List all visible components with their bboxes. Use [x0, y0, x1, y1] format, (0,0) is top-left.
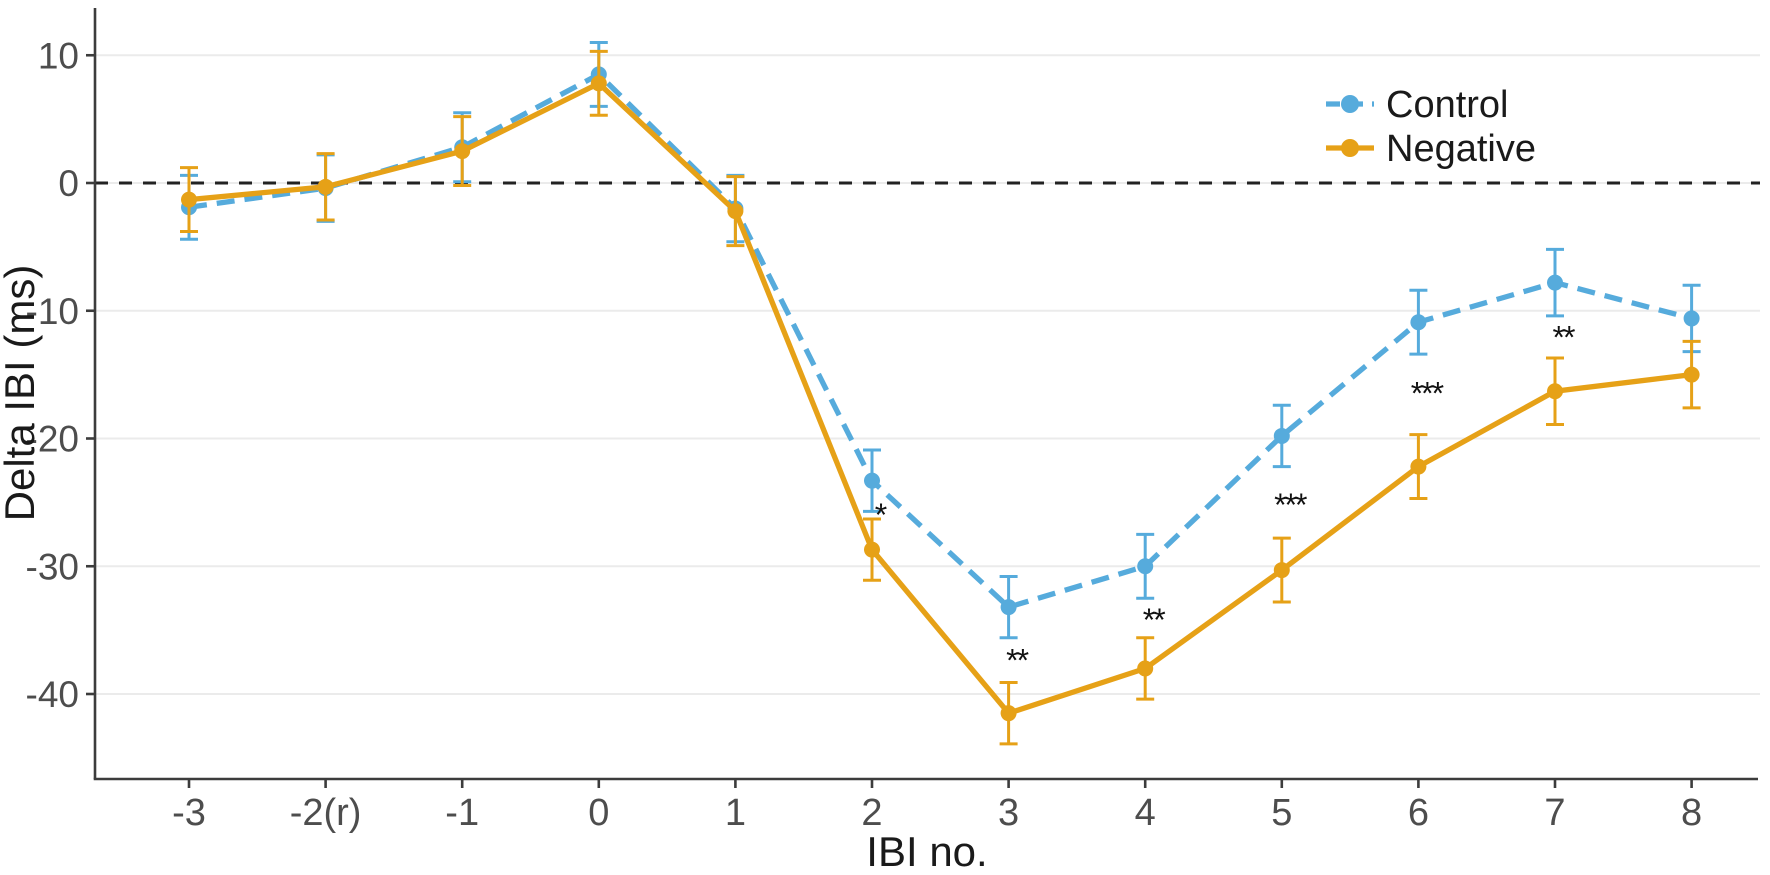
y-axis-title: Delta IBI (ms) [0, 265, 43, 522]
x-axis-title: IBI no. [866, 828, 987, 875]
x-tick-label: 7 [1544, 792, 1565, 834]
data-point [864, 472, 880, 489]
data-point [1410, 314, 1427, 331]
data-point [1410, 458, 1427, 475]
significance-marker: ** [1553, 319, 1575, 355]
x-tick-label: 4 [1135, 792, 1156, 834]
data-point [454, 143, 471, 160]
series-line-control [188, 71, 1693, 611]
y-tick-label: -30 [26, 546, 79, 587]
data-point [1137, 558, 1154, 575]
significance-marker: *** [1274, 487, 1307, 523]
data-point [864, 541, 880, 558]
data-point [1000, 705, 1017, 722]
significance-marker: *** [1411, 376, 1444, 412]
data-point [1683, 366, 1700, 383]
x-tick-label: -1 [445, 792, 479, 834]
axes: 100-10-20-30-40-3 -2(r) -1 0 1 2 3 4 5 6 7 8 [26, 8, 1758, 834]
significance-marker: ** [1006, 643, 1028, 679]
data-point [317, 178, 334, 195]
x-tick-label: 8 [1681, 792, 1702, 834]
data-point [1000, 599, 1017, 616]
series-negative [180, 49, 1701, 746]
x-tick-label: -2(r) [290, 792, 362, 834]
data-point [590, 75, 607, 92]
x-tick-label: 5 [1271, 792, 1292, 834]
legend-item-control: Control [1326, 84, 1509, 126]
data-point [1273, 427, 1290, 444]
legend-label: Negative [1386, 128, 1536, 170]
y-tick-label: 0 [58, 163, 79, 204]
y-tick-label: -40 [26, 674, 79, 715]
significance-marker: * [875, 497, 887, 533]
legend-item-negative: Negative [1326, 128, 1536, 170]
data-point [727, 203, 744, 220]
y-tick-label: 10 [38, 35, 79, 76]
significance-marker: ** [1143, 602, 1165, 638]
x-tick-label: -3 [172, 792, 206, 834]
x-tick-label: 0 [588, 792, 609, 834]
legend-key-dot [1341, 95, 1359, 113]
data-point [1547, 274, 1563, 291]
data-point [1547, 383, 1563, 400]
x-tick-label: 2 [861, 792, 882, 834]
data-point [1683, 310, 1700, 327]
x-tick-label: 6 [1408, 792, 1429, 834]
gridlines [95, 54, 1760, 695]
series-line-negative [188, 80, 1692, 717]
x-tick-label: 1 [725, 792, 746, 834]
legend-key-dot [1341, 139, 1359, 157]
y-tick-label: -10 [26, 291, 79, 332]
data-point [1273, 562, 1290, 579]
data-point [181, 191, 197, 208]
legend-label: Control [1386, 84, 1509, 126]
y-tick-label: -20 [26, 419, 79, 460]
data-point [1137, 660, 1154, 677]
x-tick-label: 3 [998, 792, 1019, 834]
